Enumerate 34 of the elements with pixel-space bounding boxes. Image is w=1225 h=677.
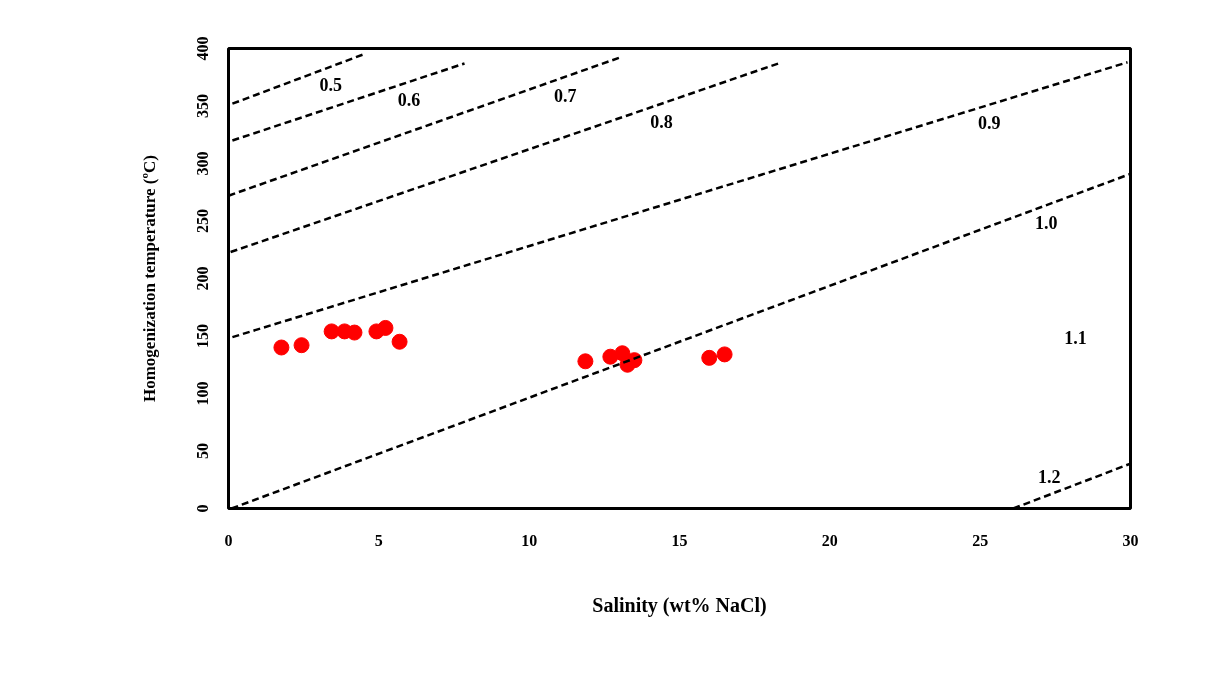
- x-tick-label: 20: [821, 531, 838, 549]
- annotation: 1.2: [1038, 467, 1061, 488]
- x-tick-label: 30: [1122, 531, 1139, 549]
- y-tick-label: 0: [193, 504, 211, 513]
- point: [391, 333, 408, 350]
- x-tick-label: 15: [671, 531, 688, 549]
- point: [577, 353, 594, 370]
- annotation: 0.9: [977, 113, 1001, 134]
- y-tick-label: 200: [193, 266, 211, 291]
- y-tick-label: 150: [193, 324, 211, 348]
- annotation: 0.7: [554, 85, 577, 106]
- point: [323, 323, 340, 340]
- y-tick-label: 350: [193, 94, 211, 118]
- x-axis-title: Salinity (wt% NaCl): [592, 593, 767, 617]
- point: [273, 339, 290, 356]
- x-tick-label: 25: [972, 531, 989, 549]
- annotation: 1.0: [1035, 213, 1058, 234]
- annotation: 1.1: [1064, 328, 1087, 348]
- x-tick-label: 5: [374, 531, 383, 549]
- y-tick-label: 50: [193, 443, 211, 459]
- y-tick-label: 250: [193, 209, 211, 233]
- annotation: 0.8: [650, 112, 673, 133]
- y-tick-label: 100: [193, 381, 211, 406]
- annotation: 0.6: [397, 90, 421, 111]
- x-tick-label: 0: [224, 531, 233, 549]
- point: [701, 349, 718, 366]
- point: [377, 319, 394, 336]
- x-tick-label: 10: [521, 531, 538, 549]
- y-tick-label: 300: [193, 151, 211, 176]
- annotation: 0.5: [319, 75, 342, 96]
- y-axis-title: Homogenization temperature (ºC): [139, 154, 159, 403]
- y-tick-label: 400: [193, 36, 211, 61]
- point: [293, 337, 310, 354]
- point: [716, 346, 733, 363]
